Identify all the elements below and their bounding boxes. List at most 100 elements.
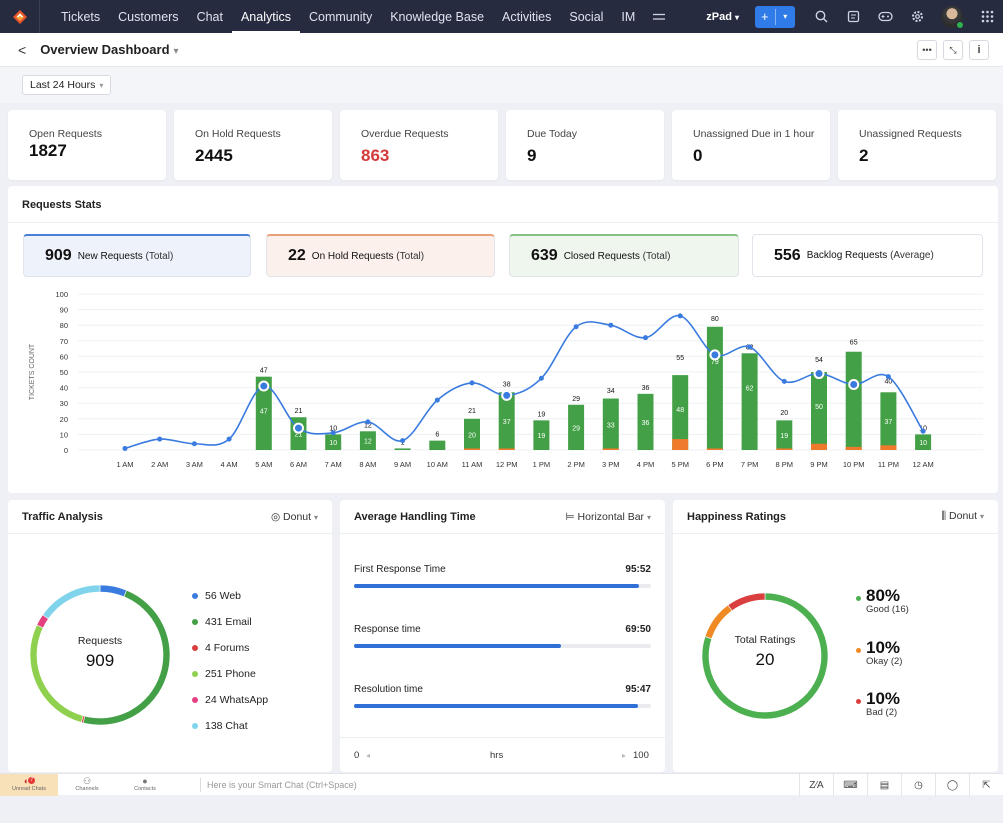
nav-customers[interactable]: Customers bbox=[118, 9, 179, 24]
channels-tab[interactable]: ⚇ Channels bbox=[58, 774, 116, 796]
nav-analytics[interactable]: Analytics bbox=[231, 0, 300, 33]
legend-item[interactable]: 24 WhatsApp bbox=[192, 687, 268, 713]
x-tick-label: 4 PM bbox=[637, 460, 655, 469]
chart-type-dropdown[interactable]: ⫼ Donut ▾ bbox=[941, 510, 984, 522]
nav-tickets[interactable]: Tickets bbox=[61, 9, 101, 24]
handling-bar-fill bbox=[354, 704, 639, 708]
bar-inner-label: 37 bbox=[885, 419, 893, 426]
rating-percent: 10% bbox=[866, 638, 901, 657]
collapse-icon[interactable]: ⤡ bbox=[943, 40, 963, 60]
backlog-point bbox=[848, 378, 860, 390]
donut-slice-web bbox=[99, 585, 127, 598]
x-tick-label: 5 PM bbox=[671, 460, 689, 469]
time-range-dropdown[interactable]: Last 24 Hours ▾ bbox=[22, 75, 112, 95]
x-tick-label: 12 PM bbox=[496, 460, 518, 469]
total-suffix: (Total) bbox=[396, 250, 425, 262]
x-tick-label: 7 PM bbox=[741, 460, 759, 469]
smart-chat-input[interactable]: Here is your Smart Chat (Ctrl+Space) bbox=[200, 777, 357, 792]
bar-total-label: 19 bbox=[538, 411, 546, 418]
backlog-line bbox=[124, 315, 924, 450]
total-new-requests[interactable]: 909 New Requests (Total) bbox=[23, 234, 251, 277]
bar-inner-label: 29 bbox=[572, 425, 580, 432]
hamburger-icon[interactable] bbox=[644, 0, 674, 33]
panel-title: Traffic Analysis bbox=[22, 510, 103, 523]
scroll-right-icon[interactable]: ▸ bbox=[622, 750, 627, 760]
rating-percent: 10% bbox=[866, 689, 901, 708]
axis-unit: hrs bbox=[490, 749, 504, 761]
settings-gear-icon[interactable] bbox=[901, 0, 933, 33]
bar-total-label: 80 bbox=[711, 316, 719, 323]
kpi-card-due-today[interactable]: Due Today 9 bbox=[506, 110, 664, 180]
bar-inner-label: 48 bbox=[676, 407, 684, 414]
new-item-button[interactable]: + ▾ bbox=[755, 5, 795, 28]
donut-slice-bad bbox=[727, 593, 766, 612]
bar-inner-label: 47 bbox=[260, 409, 268, 416]
search-icon[interactable] bbox=[805, 0, 837, 33]
total-on-hold-requests[interactable]: 22 On Hold Requests (Total) bbox=[266, 234, 495, 277]
backlog-point bbox=[226, 436, 232, 442]
nav-activities[interactable]: Activities bbox=[502, 9, 552, 24]
total-suffix: (Total) bbox=[642, 250, 671, 262]
rating-count: (16) bbox=[891, 604, 909, 615]
notes-alert-icon[interactable]: ▤ bbox=[867, 774, 901, 796]
plus-icon: + bbox=[761, 9, 769, 24]
apps-grid-icon[interactable] bbox=[971, 0, 1003, 33]
handling-bar-row[interactable]: Response time 69:50 bbox=[354, 624, 651, 648]
scroll-left-icon[interactable]: ◂ bbox=[366, 750, 371, 760]
back-icon[interactable]: < bbox=[18, 41, 27, 58]
bar-closed bbox=[776, 420, 793, 450]
chevron-down-icon[interactable]: ▾ bbox=[783, 12, 788, 21]
legend-dot bbox=[192, 619, 198, 625]
handling-axis: 0 ◂ hrs ▸ 100 bbox=[340, 737, 665, 772]
legend-item[interactable]: 56 Web bbox=[192, 583, 268, 609]
kpi-card-unassigned[interactable]: Unassigned Requests 2 bbox=[838, 110, 996, 180]
kpi-value: 9 bbox=[527, 146, 537, 165]
keyboard-icon[interactable]: ⌨ bbox=[833, 774, 867, 796]
nav-community[interactable]: Community bbox=[309, 9, 373, 24]
kpi-card-unassigned-due[interactable]: Unassigned Due in 1 hour 0 bbox=[672, 110, 830, 180]
handling-bar-row[interactable]: Resolution time 95:47 bbox=[354, 684, 651, 708]
total-backlog-requests[interactable]: 556 Backlog Requests (Average) bbox=[752, 234, 983, 277]
user-avatar[interactable] bbox=[941, 5, 964, 29]
bar-closed bbox=[602, 398, 619, 450]
nav-knowledge-base[interactable]: Knowledge Base bbox=[390, 9, 485, 24]
kpi-card-overdue[interactable]: Overdue Requests 863 bbox=[340, 110, 498, 180]
legend-item[interactable]: 4 Forums bbox=[192, 635, 268, 661]
chart-type-dropdown[interactable]: ◎ Donut ▾ bbox=[270, 510, 318, 523]
info-icon[interactable]: i bbox=[969, 40, 989, 60]
y-tick-label: 50 bbox=[60, 368, 68, 377]
bar-total-label: 29 bbox=[572, 396, 580, 403]
nav-im[interactable]: IM bbox=[621, 9, 636, 24]
rating-dot bbox=[856, 595, 861, 601]
unread-chats-tab[interactable]: ◖ 7 Unread Chats bbox=[0, 773, 58, 796]
app-logo-icon[interactable] bbox=[0, 0, 40, 33]
chat-icon[interactable]: ◯ bbox=[935, 774, 969, 796]
dashboard-title-dropdown[interactable]: Overview Dashboard ▾ bbox=[40, 42, 179, 57]
nav-social[interactable]: Social bbox=[569, 9, 604, 24]
contacts-tab[interactable]: ● Contacts bbox=[116, 774, 174, 796]
notes-icon[interactable] bbox=[837, 0, 869, 33]
clock-icon[interactable]: ◷ bbox=[901, 774, 935, 796]
backlog-point bbox=[191, 441, 197, 447]
game-controller-icon[interactable] bbox=[869, 0, 901, 33]
chart-type-dropdown[interactable]: ⊨ Horizontal Bar ▾ bbox=[565, 510, 651, 523]
zpad-dropdown[interactable]: zPad ▾ bbox=[706, 10, 739, 23]
x-tick-label: 10 AM bbox=[427, 460, 448, 469]
translate-icon[interactable]: Z⁄A bbox=[799, 774, 833, 796]
kpi-card-open[interactable]: Open Requests 1827 bbox=[8, 110, 166, 180]
legend-item[interactable]: 138 Chat bbox=[192, 713, 268, 739]
exit-icon[interactable]: ⇱ bbox=[969, 774, 1003, 796]
kpi-label: Unassigned Requests bbox=[859, 128, 962, 140]
total-closed-requests[interactable]: 639 Closed Requests (Total) bbox=[509, 234, 739, 277]
backlog-point bbox=[469, 380, 475, 386]
legend-item[interactable]: 431 Email bbox=[192, 609, 268, 635]
kpi-card-on-hold[interactable]: On Hold Requests 2445 bbox=[174, 110, 332, 180]
more-options-button[interactable]: ••• bbox=[917, 40, 937, 60]
requests-stats-chart: 0 10 20 30 40 50 60 70 80 90 100 TICKETS COUNT 1 AM 2… bbox=[29, 290, 983, 469]
legend-item[interactable]: 251 Phone bbox=[192, 661, 268, 687]
x-tick-label: 9 PM bbox=[810, 460, 828, 469]
bar-inner-label: 79 bbox=[711, 359, 719, 366]
total-value: 556 bbox=[774, 246, 801, 264]
handling-bar-row[interactable]: First Response Time 95:52 bbox=[354, 564, 651, 588]
nav-chat[interactable]: Chat bbox=[196, 9, 223, 24]
